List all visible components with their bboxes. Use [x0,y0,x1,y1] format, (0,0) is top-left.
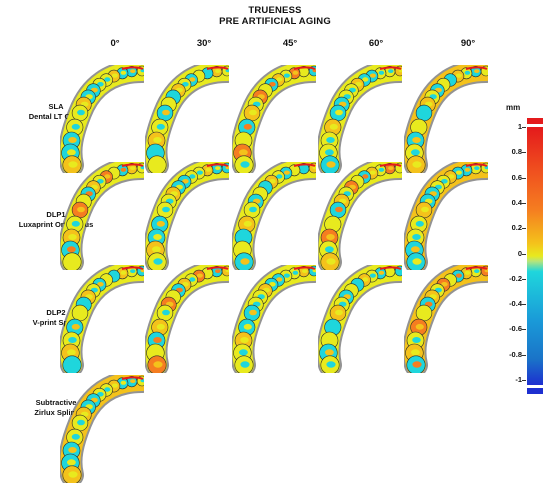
scale-tick-mark [522,177,526,179]
deviation-map-image [145,162,229,270]
deviation-map [232,65,316,173]
scale-tick-label: 0.2 [511,223,522,233]
color-scale-bar [527,118,543,394]
scale-tick-label: -0.2 [509,273,522,283]
scale-tick-label: 0.8 [511,147,522,157]
scale-tick-mark [522,127,526,128]
deviation-map [60,162,144,270]
deviation-map [145,265,229,373]
deviation-map [60,375,144,483]
deviation-map [404,65,488,173]
deviation-map [404,265,488,373]
deviation-map [318,65,402,173]
deviation-map-image [60,265,144,373]
deviation-map-image [318,65,402,173]
row-label-line2: V-print Splint [32,318,80,327]
deviation-map-image [60,162,144,270]
deviation-map [145,162,229,270]
row-label-line2: Luxaprint Ortho Plus [18,220,94,229]
column-header-45: 45° [282,38,298,49]
deviation-map-image [232,265,316,373]
row-label-line1: DLP2 [46,308,66,317]
deviation-map-image [318,265,402,373]
scale-tick-mark [522,202,526,204]
row-label-subtractive: Subtractive Zirlux Splint [0,398,112,418]
deviation-map-image [404,265,488,373]
scale-tick-label: 0.6 [511,172,522,182]
column-header-30: 30° [196,38,212,49]
row-label-dlp1: DLP1 Luxaprint Ortho Plus [0,210,112,230]
row-label-line1: DLP1 [46,210,66,219]
column-header-0: 0° [110,38,120,49]
deviation-map [318,265,402,373]
scale-tick-mark [522,304,526,306]
scale-unit-label: mm [506,103,521,112]
deviation-map [145,65,229,173]
column-header-60: 60° [368,38,384,49]
deviation-map-image [404,162,488,270]
row-label-line1: SLA [48,102,64,111]
row-label-dlp2: DLP2 V-print Splint [0,308,112,328]
deviation-map [318,162,402,270]
scale-tick-label: -0.4 [509,299,522,309]
scale-tick-label: 1 [517,122,522,131]
scale-tick-label: 0.4 [511,197,522,207]
deviation-map-image [318,162,402,270]
figure-subtitle: PRE ARTIFICIAL AGING [219,16,331,27]
scale-tick-mark [522,278,526,280]
scale-tick-mark [522,152,526,154]
row-label-line2: Zirlux Splint [34,408,78,417]
deviation-map-image [60,375,144,483]
deviation-map-image [145,65,229,173]
deviation-map [60,65,144,173]
deviation-map-image [232,65,316,173]
row-label-line1: Subtractive [35,398,77,407]
column-header-90: 90° [460,38,476,49]
deviation-map-image [60,65,144,173]
figure-title: TRUENESS [248,5,302,16]
scale-tick-mark [522,253,526,255]
scale-tick-mark [522,329,526,331]
deviation-map-image [232,162,316,270]
deviation-map-image [404,65,488,173]
scale-tick-mark [522,354,526,356]
deviation-map-image [145,265,229,373]
deviation-map [60,265,144,373]
row-label-sla: SLA Dental LT Clear [0,102,112,122]
deviation-map [232,162,316,270]
deviation-map [404,162,488,270]
scale-tick-label: 0 [517,248,522,258]
row-label-line2: Dental LT Clear [28,112,84,121]
scale-tick-label: -1 [515,375,522,384]
deviation-map [232,265,316,373]
scale-tick-label: -0.8 [509,349,522,359]
scale-tick-mark [522,228,526,230]
scale-tick-label: -0.6 [509,324,522,334]
scale-tick-mark [522,380,526,381]
